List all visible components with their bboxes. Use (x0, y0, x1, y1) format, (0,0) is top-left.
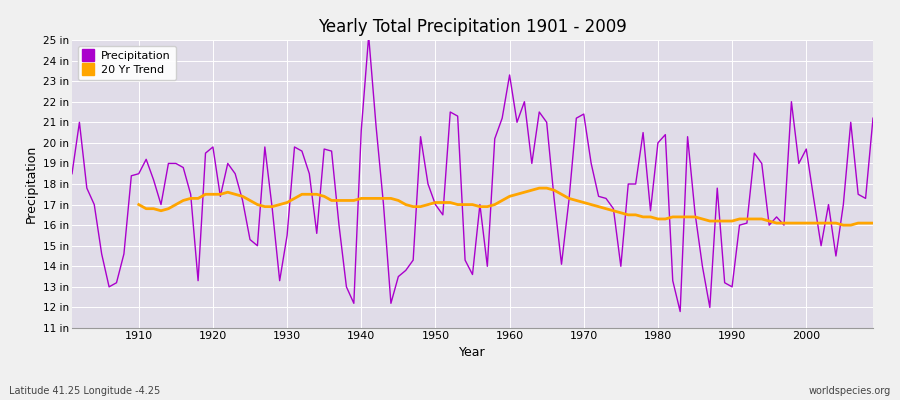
X-axis label: Year: Year (459, 346, 486, 359)
Text: Latitude 41.25 Longitude -4.25: Latitude 41.25 Longitude -4.25 (9, 386, 160, 396)
Legend: Precipitation, 20 Yr Trend: Precipitation, 20 Yr Trend (77, 46, 176, 80)
Text: worldspecies.org: worldspecies.org (809, 386, 891, 396)
Title: Yearly Total Precipitation 1901 - 2009: Yearly Total Precipitation 1901 - 2009 (318, 18, 627, 36)
Y-axis label: Precipitation: Precipitation (24, 145, 38, 223)
